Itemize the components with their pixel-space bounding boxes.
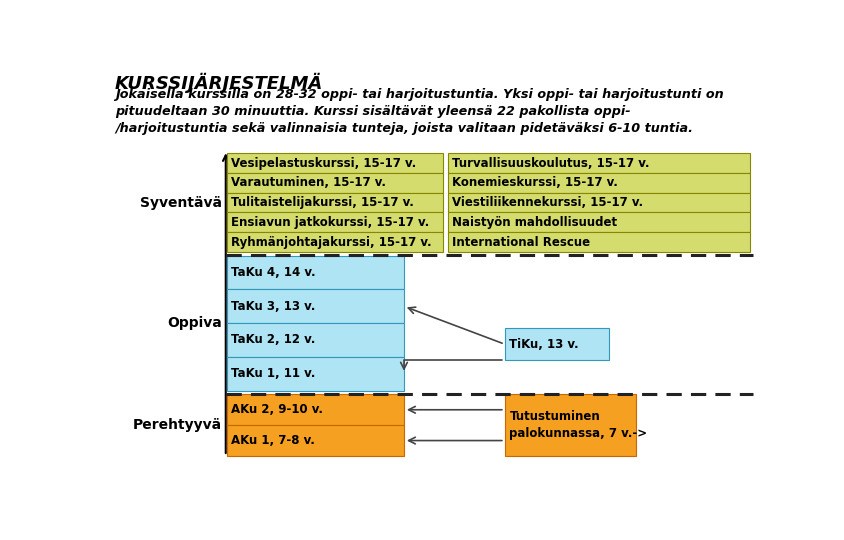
Text: TaKu 3, 13 v.: TaKu 3, 13 v. bbox=[231, 300, 315, 313]
Text: KURSSIJÄRJESTELMÄ: KURSSIJÄRJESTELMÄ bbox=[115, 72, 322, 93]
FancyBboxPatch shape bbox=[504, 328, 609, 360]
Text: Perehtyyvä: Perehtyyvä bbox=[133, 418, 222, 432]
Text: Oppiva: Oppiva bbox=[167, 316, 222, 330]
Text: Ryhmänjohtajakurssi, 15-17 v.: Ryhmänjohtajakurssi, 15-17 v. bbox=[231, 235, 431, 248]
Text: Tutustuminen
palokunnassa, 7 v.->: Tutustuminen palokunnassa, 7 v.-> bbox=[509, 410, 647, 440]
Text: Turvallisuuskoulutus, 15-17 v.: Turvallisuuskoulutus, 15-17 v. bbox=[452, 157, 649, 170]
FancyBboxPatch shape bbox=[447, 212, 749, 232]
Text: Vesipelastuskurssi, 15-17 v.: Vesipelastuskurssi, 15-17 v. bbox=[231, 157, 416, 170]
FancyBboxPatch shape bbox=[447, 232, 749, 252]
FancyBboxPatch shape bbox=[227, 394, 403, 425]
FancyBboxPatch shape bbox=[227, 212, 442, 232]
Text: AKu 1, 7-8 v.: AKu 1, 7-8 v. bbox=[231, 434, 315, 447]
FancyBboxPatch shape bbox=[227, 323, 403, 357]
FancyBboxPatch shape bbox=[227, 153, 442, 173]
Text: TaKu 1, 11 v.: TaKu 1, 11 v. bbox=[231, 367, 315, 380]
Text: Syventävä: Syventävä bbox=[140, 195, 222, 210]
FancyBboxPatch shape bbox=[447, 173, 749, 193]
FancyBboxPatch shape bbox=[447, 193, 749, 212]
FancyBboxPatch shape bbox=[504, 394, 636, 456]
Text: Varautuminen, 15-17 v.: Varautuminen, 15-17 v. bbox=[231, 177, 386, 190]
FancyBboxPatch shape bbox=[227, 425, 403, 456]
Text: Konemieskurssi, 15-17 v.: Konemieskurssi, 15-17 v. bbox=[452, 177, 617, 190]
FancyBboxPatch shape bbox=[227, 357, 403, 390]
FancyBboxPatch shape bbox=[227, 232, 442, 252]
Text: Tulitaistelijakurssi, 15-17 v.: Tulitaistelijakurssi, 15-17 v. bbox=[231, 196, 414, 209]
Text: TaKu 2, 12 v.: TaKu 2, 12 v. bbox=[231, 334, 315, 347]
Text: Jokaisella kurssilla on 28-32 oppi- tai harjoitustuntia. Yksi oppi- tai harjoitu: Jokaisella kurssilla on 28-32 oppi- tai … bbox=[115, 88, 722, 135]
Text: TaKu 4, 14 v.: TaKu 4, 14 v. bbox=[231, 266, 316, 279]
Text: TiKu, 13 v.: TiKu, 13 v. bbox=[508, 338, 577, 350]
FancyBboxPatch shape bbox=[227, 173, 442, 193]
Text: Viestiliikennekurssi, 15-17 v.: Viestiliikennekurssi, 15-17 v. bbox=[452, 196, 642, 209]
FancyBboxPatch shape bbox=[447, 153, 749, 173]
FancyBboxPatch shape bbox=[227, 256, 403, 289]
Text: AKu 2, 9-10 v.: AKu 2, 9-10 v. bbox=[231, 403, 322, 416]
Text: International Rescue: International Rescue bbox=[452, 235, 589, 248]
FancyBboxPatch shape bbox=[227, 193, 442, 212]
Text: Naistyön mahdollisuudet: Naistyön mahdollisuudet bbox=[452, 216, 616, 229]
Text: Ensiavun jatkokurssi, 15-17 v.: Ensiavun jatkokurssi, 15-17 v. bbox=[231, 216, 429, 229]
FancyBboxPatch shape bbox=[227, 289, 403, 323]
